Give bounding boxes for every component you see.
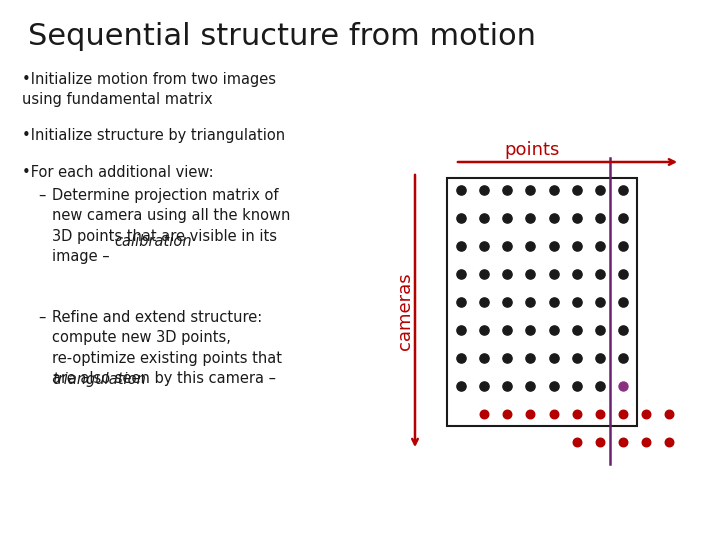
Point — [502, 269, 513, 278]
Point — [548, 326, 559, 334]
Point — [594, 354, 606, 362]
Point — [571, 410, 582, 418]
Point — [571, 354, 582, 362]
Point — [455, 242, 467, 251]
Point — [617, 326, 629, 334]
Point — [502, 354, 513, 362]
Point — [594, 186, 606, 194]
Text: •For each additional view:: •For each additional view: — [22, 165, 214, 180]
Point — [548, 214, 559, 222]
Point — [571, 326, 582, 334]
Point — [455, 382, 467, 390]
Bar — [447, 178, 637, 426]
Point — [571, 186, 582, 194]
Text: triangulation: triangulation — [52, 372, 146, 387]
Point — [571, 242, 582, 251]
Point — [525, 382, 536, 390]
Point — [617, 382, 629, 390]
Point — [617, 438, 629, 447]
Point — [594, 382, 606, 390]
Point — [640, 410, 652, 418]
Point — [617, 354, 629, 362]
Point — [617, 214, 629, 222]
Point — [502, 410, 513, 418]
Point — [617, 298, 629, 306]
Point — [455, 298, 467, 306]
Text: •Initialize structure by triangulation: •Initialize structure by triangulation — [22, 128, 285, 143]
Point — [502, 298, 513, 306]
Text: Determine projection matrix of
new camera using all the known
3D points that are: Determine projection matrix of new camer… — [52, 188, 290, 264]
Point — [478, 269, 490, 278]
Point — [548, 410, 559, 418]
Text: cameras: cameras — [396, 272, 414, 350]
Point — [502, 242, 513, 251]
Point — [525, 354, 536, 362]
Point — [571, 438, 582, 447]
Point — [502, 326, 513, 334]
Point — [502, 382, 513, 390]
Point — [548, 382, 559, 390]
Point — [594, 214, 606, 222]
Point — [571, 382, 582, 390]
Text: points: points — [505, 141, 560, 159]
Point — [478, 382, 490, 390]
Point — [525, 242, 536, 251]
Point — [548, 298, 559, 306]
Point — [478, 298, 490, 306]
Text: –: – — [38, 188, 45, 203]
Point — [617, 269, 629, 278]
Point — [594, 438, 606, 447]
Point — [571, 214, 582, 222]
Point — [548, 269, 559, 278]
Point — [548, 354, 559, 362]
Point — [525, 186, 536, 194]
Text: –: – — [38, 310, 45, 325]
Point — [571, 298, 582, 306]
Text: Refine and extend structure:
compute new 3D points,
re-optimize existing points : Refine and extend structure: compute new… — [52, 310, 282, 386]
Point — [664, 438, 675, 447]
Point — [594, 410, 606, 418]
Point — [478, 354, 490, 362]
Point — [548, 186, 559, 194]
Point — [455, 326, 467, 334]
Point — [502, 214, 513, 222]
Point — [478, 410, 490, 418]
Point — [594, 326, 606, 334]
Point — [525, 269, 536, 278]
Text: •Initialize motion from two images
using fundamental matrix: •Initialize motion from two images using… — [22, 72, 276, 107]
Point — [548, 242, 559, 251]
Point — [455, 186, 467, 194]
Point — [525, 326, 536, 334]
Point — [664, 410, 675, 418]
Point — [478, 214, 490, 222]
Point — [502, 186, 513, 194]
Point — [525, 214, 536, 222]
Text: calibration: calibration — [114, 234, 192, 249]
Point — [525, 298, 536, 306]
Text: Sequential structure from motion: Sequential structure from motion — [28, 22, 536, 51]
Point — [594, 298, 606, 306]
Point — [617, 410, 629, 418]
Point — [478, 186, 490, 194]
Point — [525, 410, 536, 418]
Point — [617, 186, 629, 194]
Point — [594, 269, 606, 278]
Point — [640, 438, 652, 447]
Point — [478, 326, 490, 334]
Point — [594, 242, 606, 251]
Point — [571, 269, 582, 278]
Point — [455, 269, 467, 278]
Point — [478, 242, 490, 251]
Point — [617, 242, 629, 251]
Point — [455, 354, 467, 362]
Point — [455, 214, 467, 222]
